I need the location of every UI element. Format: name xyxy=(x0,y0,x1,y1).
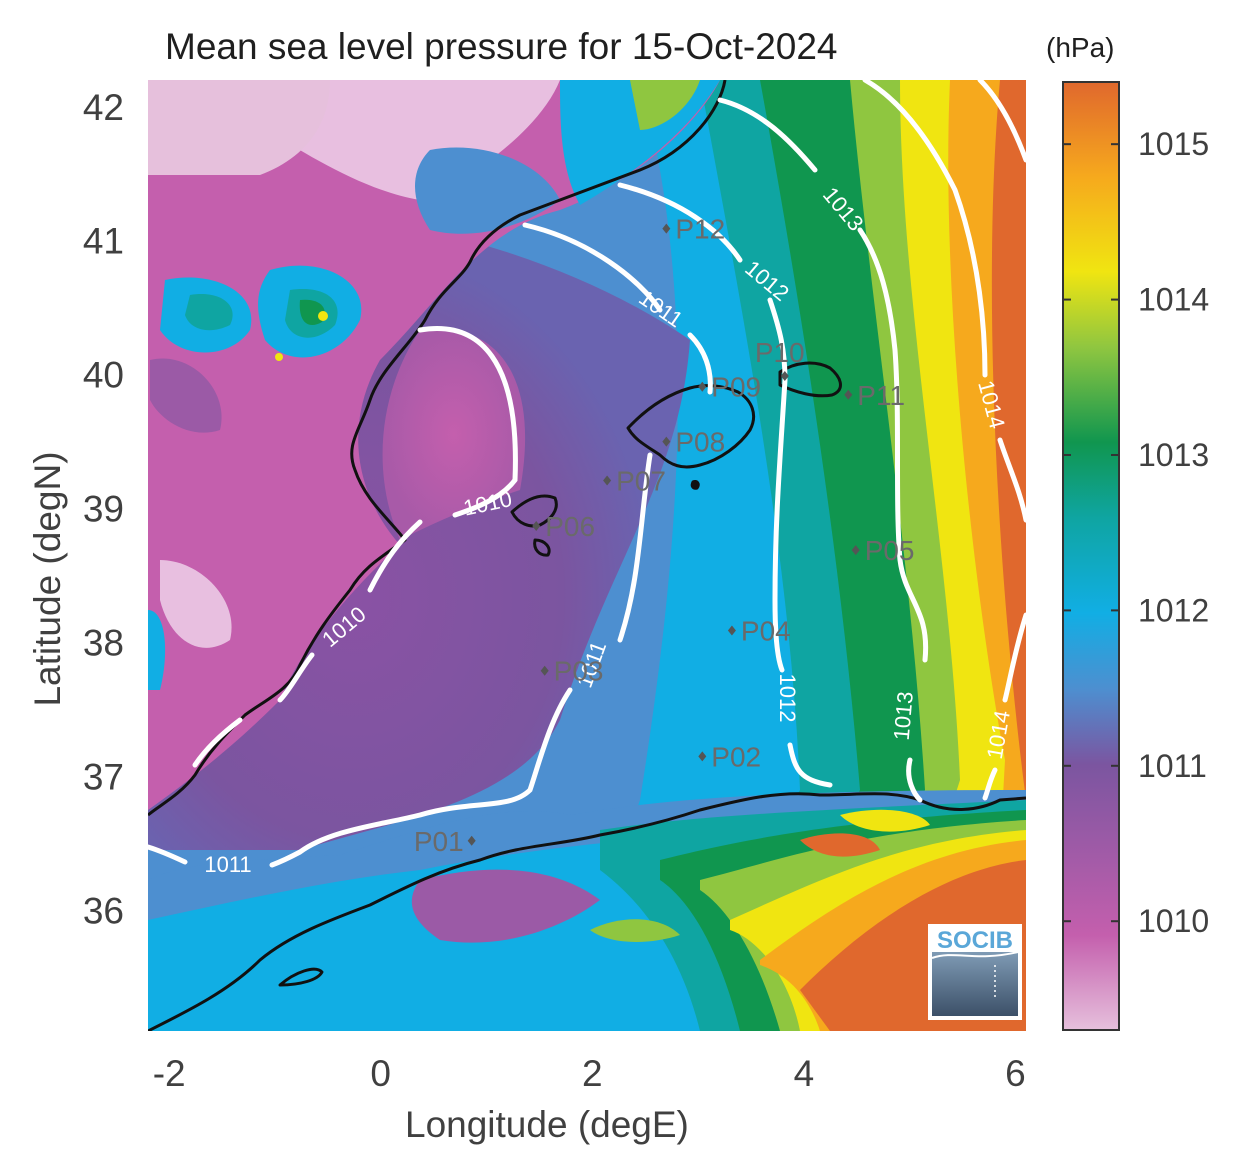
station-markers: P01 P02 P03 P04 P05 P06 P07 P08 P09 P10 P11 P12 xyxy=(414,214,915,857)
colorbar xyxy=(1062,81,1120,1031)
colorbar-tick-label: 1013 xyxy=(1138,437,1209,473)
station-label: P07 xyxy=(616,465,666,496)
x-axis-ticks: -2 0 2 4 6 xyxy=(153,1053,1026,1094)
x-tick-label: 2 xyxy=(582,1053,603,1094)
colorbar-tick-label: 1015 xyxy=(1138,126,1209,162)
x-tick-label: -2 xyxy=(153,1053,186,1094)
isobar-label: 1012 xyxy=(775,674,800,723)
station-label: P03 xyxy=(554,656,604,687)
socib-logo-text: SOCIB xyxy=(937,927,1013,954)
station-label: P04 xyxy=(741,616,791,647)
y-tick-label: 41 xyxy=(83,221,124,262)
y-tick-label: 39 xyxy=(83,489,124,530)
y-axis-ticks: 42 41 40 39 38 37 36 xyxy=(83,87,124,932)
colorbar-tick-label: 1014 xyxy=(1138,282,1209,318)
colorbar-ticks: 1010 1011 1012 1013 1014 1015 xyxy=(1063,126,1209,939)
station-label: P02 xyxy=(711,741,761,772)
x-tick-label: 0 xyxy=(370,1053,391,1094)
y-tick-label: 42 xyxy=(83,87,124,128)
station-marker xyxy=(698,381,707,392)
station-label: P10 xyxy=(755,337,805,368)
station-marker xyxy=(727,625,736,636)
station-marker xyxy=(780,371,789,382)
station-marker xyxy=(540,665,549,676)
y-tick-label: 36 xyxy=(83,890,124,931)
station-marker xyxy=(844,389,853,400)
isobar-label: 1011 xyxy=(204,852,251,877)
socib-logo: SOCIB xyxy=(928,924,1022,1020)
y-tick-label: 38 xyxy=(83,623,124,664)
station-marker xyxy=(603,475,612,486)
station-marker xyxy=(698,751,707,762)
station-label: P01 xyxy=(414,826,464,857)
station-label: P08 xyxy=(675,427,725,458)
y-tick-label: 37 xyxy=(83,757,124,798)
x-axis-label: Longitude (degE) xyxy=(405,1104,689,1145)
isobars xyxy=(148,80,1026,868)
station-label: P11 xyxy=(857,380,905,411)
coastlines xyxy=(148,80,1026,1031)
map-title: Mean sea level pressure for 15-Oct-2024 xyxy=(165,26,838,67)
colorbar-tick-label: 1011 xyxy=(1138,748,1207,784)
colorbar-tick-label: 1010 xyxy=(1138,903,1209,939)
x-tick-label: 6 xyxy=(1005,1053,1026,1094)
station-marker xyxy=(467,835,476,846)
station-label: P12 xyxy=(675,214,725,245)
station-marker xyxy=(532,521,541,532)
station-label: P09 xyxy=(711,372,761,403)
colorbar-unit: (hPa) xyxy=(1046,32,1115,63)
isobar-label: 1013 xyxy=(889,690,918,741)
y-tick-label: 40 xyxy=(83,355,124,396)
station-label: P06 xyxy=(545,511,595,542)
station-marker xyxy=(662,223,671,234)
station-marker xyxy=(662,436,671,447)
station-label: P05 xyxy=(865,535,915,566)
station-marker xyxy=(851,545,860,556)
x-tick-label: 4 xyxy=(794,1053,815,1094)
colorbar-tick-label: 1012 xyxy=(1138,592,1209,628)
